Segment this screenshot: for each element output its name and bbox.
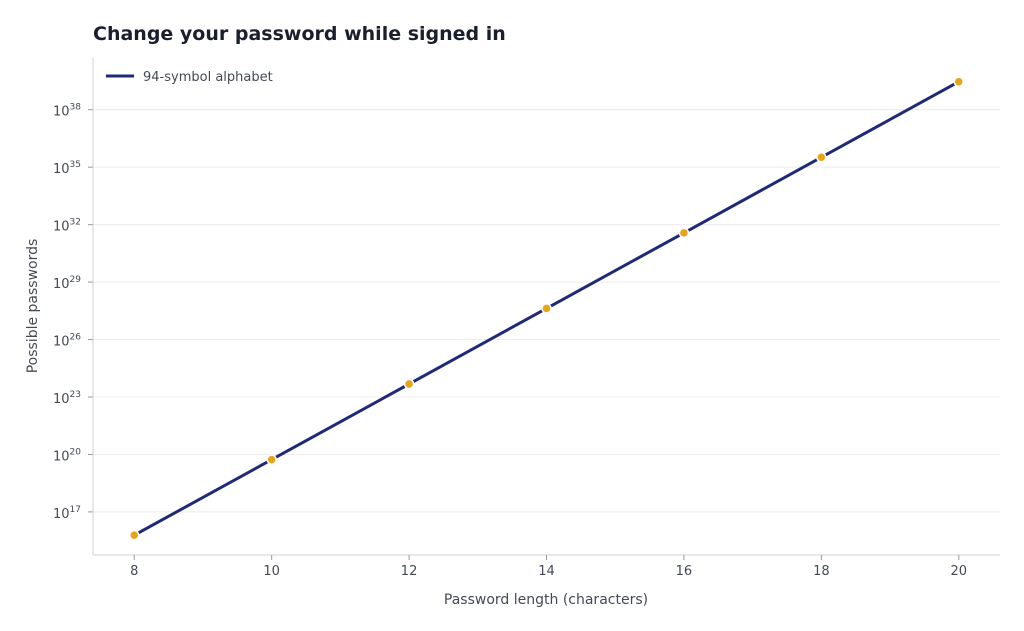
x-tick-label: 12: [401, 564, 418, 579]
data-point: [403, 378, 415, 390]
grid-lines: [93, 109, 1000, 513]
x-tick-label: 20: [950, 564, 967, 579]
y-tick-label: 1017: [53, 505, 81, 522]
y-tick-exponent: 23: [70, 390, 81, 400]
y-tick-exponent: 17: [70, 505, 81, 515]
y-tick-base: 10: [53, 220, 70, 235]
y-axis-label: Possible passwords: [25, 239, 41, 374]
y-tick-base: 10: [53, 277, 70, 292]
axes: [88, 58, 1000, 560]
y-tick-exponent: 26: [70, 333, 82, 343]
y-tick-base: 10: [53, 507, 70, 522]
y-tick-base: 10: [53, 162, 70, 177]
x-tick-label: 18: [813, 564, 830, 579]
y-tick-label: 1020: [53, 447, 81, 464]
y-tick-exponent: 20: [70, 447, 82, 457]
x-tick-label: 8: [130, 564, 138, 579]
legend-label: 94-symbol alphabet: [143, 70, 273, 85]
x-tick-label: 10: [263, 564, 280, 579]
data-point: [128, 529, 140, 541]
y-tick-label: 1023: [53, 390, 81, 407]
y-tick-exponent: 38: [70, 103, 82, 113]
data-point: [816, 152, 827, 163]
x-tick-label: 14: [538, 564, 555, 579]
y-tick-base: 10: [53, 392, 70, 407]
data-point: [541, 303, 552, 314]
x-axis-label: Password length (characters): [444, 592, 648, 608]
x-tick-label: 16: [676, 564, 693, 579]
y-tick-exponent: 35: [70, 160, 81, 170]
y-tick-base: 10: [53, 105, 70, 120]
y-tick-label: 1032: [53, 218, 81, 235]
y-tick-exponent: 29: [70, 275, 82, 285]
y-tick-exponent: 32: [70, 218, 81, 228]
y-tick-base: 10: [53, 335, 70, 350]
series: [128, 76, 965, 541]
data-point: [953, 76, 965, 87]
chart-title: Change your password while signed in: [93, 23, 506, 45]
y-tick-label: 1038: [53, 103, 81, 120]
data-point: [678, 227, 690, 239]
legend: 94-symbol alphabet: [106, 70, 273, 85]
y-tick-label: 1035: [53, 160, 81, 177]
y-tick-label: 1029: [53, 275, 81, 292]
y-tick-label: 1026: [53, 333, 81, 350]
y-tick-base: 10: [53, 449, 70, 464]
data-point: [266, 454, 277, 465]
